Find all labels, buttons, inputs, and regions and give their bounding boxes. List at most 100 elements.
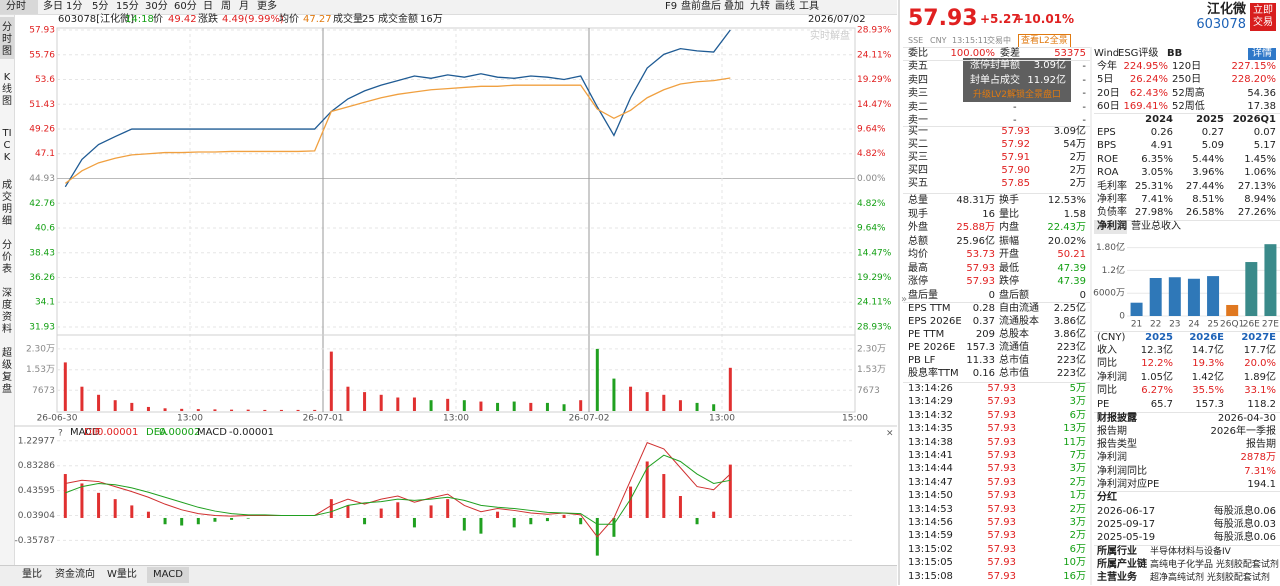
tick-time: 13:14:44 xyxy=(908,463,953,475)
y-tick-pct: 9.64% xyxy=(857,125,886,135)
macd-bar xyxy=(379,508,383,518)
macd-bar xyxy=(529,517,533,525)
trade-button[interactable]: 立即交易 xyxy=(1253,5,1273,28)
toolbar-tab[interactable]: 5分 xyxy=(92,1,109,12)
side-tab[interactable]: 分时图 xyxy=(2,22,12,57)
bid-price: 57.93 xyxy=(1001,126,1030,137)
forecast-value: 1.89亿 xyxy=(1243,371,1276,383)
separator xyxy=(903,382,1090,383)
toolbar-tab[interactable]: 1分 xyxy=(66,1,83,12)
return-label: 52周高 xyxy=(1172,87,1205,99)
side-tab[interactable]: 成交明细 xyxy=(2,180,12,227)
stock-code: 603078[江化微] xyxy=(58,14,134,25)
x-tick-label: 26Q1 xyxy=(1220,320,1244,330)
forecast-value: 12.2% xyxy=(1141,358,1173,370)
side-tab[interactable]: 分价表 xyxy=(2,240,12,275)
bottom-tab[interactable]: W量比 xyxy=(107,569,137,580)
toolbar-tab[interactable]: 周 xyxy=(221,1,231,12)
bottom-tab[interactable]: 量比 xyxy=(22,569,42,580)
toolbar-tab[interactable]: 更多 xyxy=(257,1,277,12)
bar xyxy=(1149,278,1162,316)
tick-price: 57.93 xyxy=(987,557,1016,569)
esg-detail-bg[interactable] xyxy=(1248,48,1276,60)
bar xyxy=(1226,304,1239,316)
ask-volume: - xyxy=(1082,61,1086,72)
toolbar-tool[interactable]: 叠加 xyxy=(724,1,744,12)
side-tab[interactable]: TICK xyxy=(2,128,12,163)
tick-price: 57.93 xyxy=(987,423,1016,435)
collapse-icon[interactable]: » xyxy=(901,294,908,305)
l2-link[interactable]: 查看L2全景 xyxy=(1018,34,1071,48)
side-tab[interactable]: 超级复盘 xyxy=(2,348,12,395)
y-tick-pct: 19.29% xyxy=(857,273,892,283)
fin-label: 负债率 xyxy=(1097,207,1127,219)
toolbar-tab[interactable]: 月 xyxy=(239,1,249,12)
ask-price: - xyxy=(1013,61,1017,72)
stat-label: 开盘 xyxy=(999,249,1019,260)
macd-bar xyxy=(512,517,516,528)
bottom-tab[interactable]: 资金流向 xyxy=(55,569,95,580)
toolbar-tab[interactable]: 15分 xyxy=(116,1,139,12)
info-label: 价 xyxy=(153,14,163,25)
volume-bar xyxy=(363,392,367,411)
ask-price: - xyxy=(1013,101,1017,113)
tick-volume: 3万 xyxy=(1069,463,1086,475)
toolbar-tool[interactable]: F9 xyxy=(665,1,678,12)
tick-time: 13:14:35 xyxy=(908,423,953,435)
fin-label: 毛利率 xyxy=(1097,180,1127,192)
forecast-label: 同比 xyxy=(1097,358,1117,370)
industry-value: 高纯电子化学品 光刻胶配套试剂 xyxy=(1150,560,1279,570)
ask-volume: - xyxy=(1082,74,1086,86)
overlay-label: 涨停封单额 xyxy=(970,60,1020,71)
volume-bar xyxy=(379,394,383,411)
report-value: 报告期 xyxy=(1246,439,1276,451)
bottom-tab[interactable]: MACD xyxy=(147,567,189,583)
toolbar-tool[interactable]: 盘前盘后 xyxy=(681,1,721,12)
chart-tab-bg[interactable] xyxy=(1094,221,1127,234)
info-date: 2026/07/02 xyxy=(808,14,866,25)
overlay-label: 封单占成交 xyxy=(970,75,1020,86)
separator xyxy=(903,302,1090,303)
chart-tab[interactable]: 净利润 xyxy=(1097,221,1127,232)
macd-bar xyxy=(412,517,416,528)
toolbar-tab[interactable]: 30分 xyxy=(145,1,168,12)
volume-bar xyxy=(246,409,250,411)
toolbar-tab[interactable]: 多日 xyxy=(43,1,63,12)
x-tick-label: 26-07-01 xyxy=(303,414,344,424)
tick-price: 57.93 xyxy=(987,476,1016,488)
bid-label: 买二 xyxy=(908,139,928,150)
stat-label: 总额 xyxy=(908,235,928,247)
bar xyxy=(1168,277,1181,316)
side-tab[interactable]: 深度资料 xyxy=(2,288,12,335)
toolbar-tool[interactable]: 工具 xyxy=(799,1,819,12)
side-tab[interactable]: K线图 xyxy=(2,72,12,107)
y-tick-pct: 14.47% xyxy=(857,100,892,110)
y-tick-label: 51.43 xyxy=(29,100,55,110)
volume-bar xyxy=(146,406,150,411)
toolbar-tab[interactable]: 日 xyxy=(203,1,213,12)
macd-bar xyxy=(63,474,67,518)
toolbar-tab[interactable]: 60分 xyxy=(174,1,197,12)
esg-detail[interactable]: 详情 xyxy=(1252,48,1272,59)
stat-value: 1.58 xyxy=(1063,208,1086,220)
volume-bar xyxy=(579,400,583,411)
tick-price: 57.93 xyxy=(987,543,1016,555)
chart-tab[interactable]: 营业总收入 xyxy=(1131,221,1181,232)
toolbar-tool[interactable]: 画线 xyxy=(775,1,795,12)
stat-label: 跌停 xyxy=(999,276,1019,287)
toolbar-tool[interactable]: 九转 xyxy=(750,1,770,12)
tick-price: 57.93 xyxy=(987,383,1016,394)
volume-bar xyxy=(279,409,283,411)
ask-label: 卖四 xyxy=(908,74,928,86)
forecast-value: 12.3亿 xyxy=(1140,345,1173,356)
volume-bar xyxy=(163,408,167,411)
industry-label: 所属产业链 xyxy=(1097,559,1147,570)
overlay-link[interactable]: 升级LV2解锁全景盘口 xyxy=(973,90,1061,100)
bid-volume: 2万 xyxy=(1069,165,1086,176)
stat-label: PB LF xyxy=(908,355,936,366)
macd-bar xyxy=(363,517,367,525)
stat-label: 总股本 xyxy=(999,329,1029,340)
trade-button-bg[interactable] xyxy=(1250,3,1276,31)
toolbar-tab[interactable]: 分时 xyxy=(6,1,26,12)
stat-value: 2.25亿 xyxy=(1053,303,1086,314)
